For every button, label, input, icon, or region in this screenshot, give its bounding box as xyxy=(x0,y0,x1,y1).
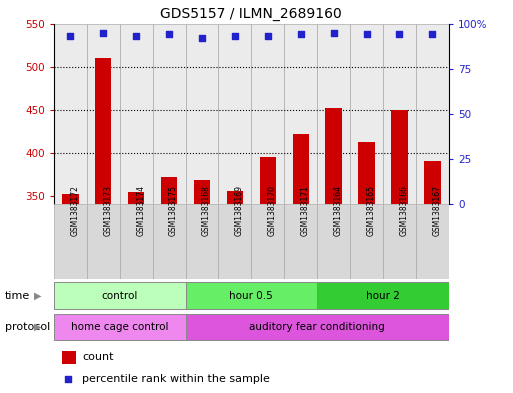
Bar xyxy=(260,157,276,204)
Bar xyxy=(152,204,186,279)
Point xyxy=(428,31,437,38)
Text: GSM1383173: GSM1383173 xyxy=(103,185,112,236)
Bar xyxy=(284,24,317,204)
Bar xyxy=(54,314,186,340)
Bar xyxy=(120,24,152,204)
Bar xyxy=(416,24,449,204)
Text: ▶: ▶ xyxy=(34,291,42,301)
Point xyxy=(264,33,272,39)
Text: GSM1383164: GSM1383164 xyxy=(333,185,343,236)
Text: GSM1383165: GSM1383165 xyxy=(367,185,376,236)
Text: time: time xyxy=(5,291,30,301)
Bar xyxy=(54,283,186,309)
Text: control: control xyxy=(102,291,138,301)
Text: ▶: ▶ xyxy=(34,322,42,332)
Bar xyxy=(161,177,177,204)
Bar xyxy=(359,142,375,204)
Point xyxy=(329,29,338,36)
Bar xyxy=(186,24,219,204)
Point xyxy=(132,33,140,39)
Text: protocol: protocol xyxy=(5,322,50,332)
Bar xyxy=(87,204,120,279)
Bar xyxy=(62,194,78,204)
Point xyxy=(165,31,173,38)
Point xyxy=(66,33,74,39)
Bar xyxy=(383,24,416,204)
Bar xyxy=(317,204,350,279)
Bar xyxy=(317,283,449,309)
Text: auditory fear conditioning: auditory fear conditioning xyxy=(249,322,385,332)
Text: GSM1383167: GSM1383167 xyxy=(432,185,441,236)
Bar xyxy=(54,204,87,279)
Bar xyxy=(325,108,342,204)
Text: GSM1383170: GSM1383170 xyxy=(268,185,277,236)
Bar xyxy=(350,204,383,279)
Bar xyxy=(424,161,441,204)
Bar xyxy=(128,192,144,204)
Bar xyxy=(251,204,284,279)
Bar xyxy=(251,24,284,204)
Text: GSM1383166: GSM1383166 xyxy=(400,185,408,236)
Text: GSM1383168: GSM1383168 xyxy=(202,185,211,236)
Bar xyxy=(152,24,186,204)
Bar xyxy=(62,351,75,364)
Point xyxy=(99,29,107,36)
Text: hour 2: hour 2 xyxy=(366,291,400,301)
Text: percentile rank within the sample: percentile rank within the sample xyxy=(82,374,270,384)
Text: GSM1383175: GSM1383175 xyxy=(169,185,178,236)
Bar xyxy=(219,24,251,204)
Text: count: count xyxy=(82,353,114,362)
Bar xyxy=(194,180,210,204)
Bar xyxy=(95,58,111,204)
Text: GSM1383172: GSM1383172 xyxy=(70,185,80,236)
Bar xyxy=(120,204,152,279)
Text: hour 0.5: hour 0.5 xyxy=(229,291,273,301)
Bar xyxy=(54,24,87,204)
Bar xyxy=(186,283,317,309)
Point xyxy=(231,33,239,39)
Bar xyxy=(391,110,408,204)
Text: home cage control: home cage control xyxy=(71,322,168,332)
Bar xyxy=(284,204,317,279)
Point xyxy=(297,31,305,38)
Point xyxy=(198,35,206,41)
Bar xyxy=(292,134,309,204)
Title: GDS5157 / ILMN_2689160: GDS5157 / ILMN_2689160 xyxy=(161,7,342,21)
Bar xyxy=(317,24,350,204)
Point xyxy=(64,376,72,382)
Bar xyxy=(227,191,243,204)
Text: GSM1383171: GSM1383171 xyxy=(301,185,310,236)
Point xyxy=(396,31,404,38)
Point xyxy=(363,31,371,38)
Bar xyxy=(350,24,383,204)
Text: GSM1383174: GSM1383174 xyxy=(136,185,145,236)
Bar xyxy=(186,204,219,279)
Bar xyxy=(186,314,449,340)
Bar xyxy=(219,204,251,279)
Text: GSM1383169: GSM1383169 xyxy=(235,185,244,236)
Bar xyxy=(416,204,449,279)
Bar xyxy=(87,24,120,204)
Bar xyxy=(383,204,416,279)
